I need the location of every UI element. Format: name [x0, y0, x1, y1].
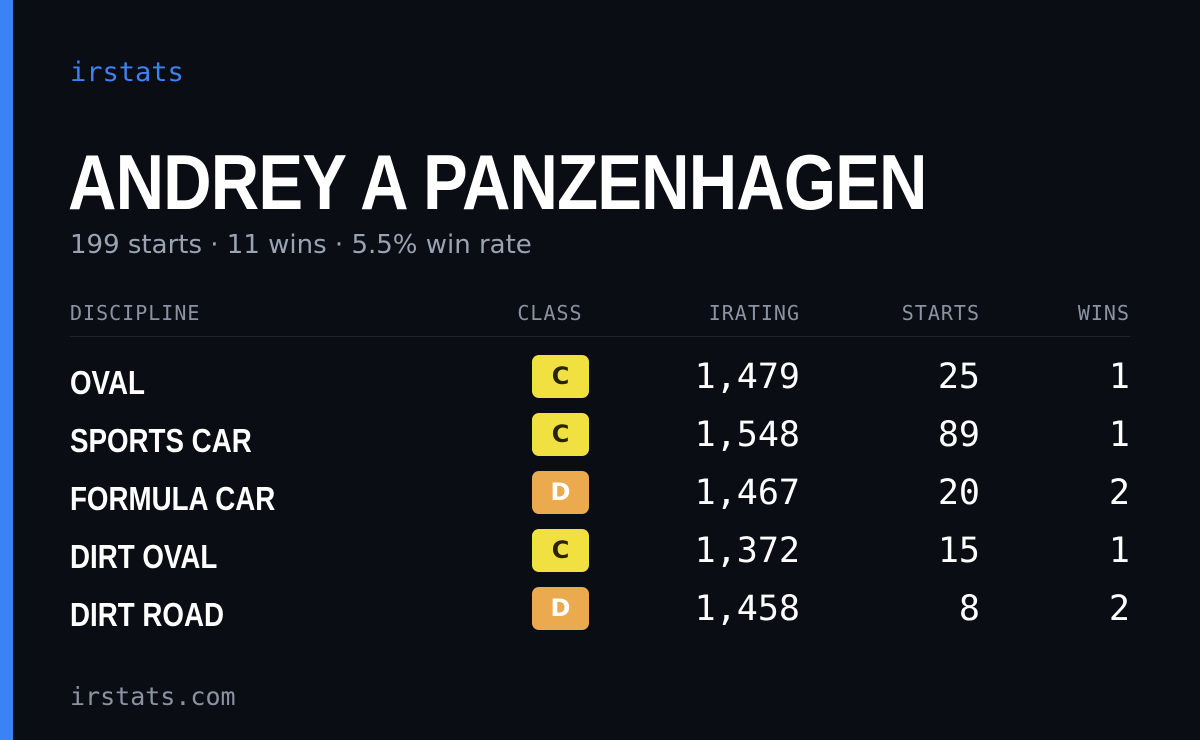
irating-value: 1,548: [694, 415, 800, 455]
wins-value: 2: [1108, 473, 1130, 513]
driver-name: ANDREY A PANZENHAGEN: [68, 138, 928, 226]
starts-value: 25: [937, 357, 980, 397]
irating-value: 1,458: [694, 589, 800, 629]
discipline-name: DIRT OVAL: [70, 538, 218, 575]
class-badge: D: [532, 587, 589, 630]
footer-url: irstats.com: [70, 682, 236, 711]
class-badge: D: [532, 471, 589, 514]
discipline-name: SPORTS CAR: [70, 422, 252, 459]
accent-bar: [0, 0, 13, 740]
discipline-table: DISCIPLINE CLASS IRATING STARTS WINS OVA…: [70, 296, 1130, 643]
table-header: DISCIPLINE CLASS IRATING STARTS WINS: [70, 296, 1130, 337]
header-class: CLASS: [517, 301, 583, 325]
starts-value: 20: [937, 473, 980, 513]
starts-value: 89: [937, 415, 980, 455]
irating-value: 1,479: [694, 357, 800, 397]
discipline-name: DIRT ROAD: [70, 596, 224, 633]
wins-value: 1: [1108, 357, 1130, 397]
irating-value: 1,467: [694, 473, 800, 513]
class-badge: C: [532, 413, 589, 456]
wins-value: 1: [1108, 415, 1130, 455]
brand-logo-text: irstats: [70, 57, 184, 88]
irating-value: 1,372: [694, 531, 800, 571]
class-badge: C: [532, 529, 589, 572]
discipline-name: FORMULA CAR: [70, 480, 276, 517]
header-irating: IRATING: [708, 301, 800, 325]
table-row: FORMULA CAR D 1,467 20 2: [70, 469, 1130, 527]
class-badge: C: [532, 355, 589, 398]
table-body: OVAL C 1,479 25 1 SPORTS CAR C 1,548 89 …: [70, 353, 1130, 643]
wins-value: 2: [1108, 589, 1130, 629]
table-row: SPORTS CAR C 1,548 89 1: [70, 411, 1130, 469]
starts-value: 8: [958, 589, 980, 629]
starts-value: 15: [937, 531, 980, 571]
table-row: OVAL C 1,479 25 1: [70, 353, 1130, 411]
header-starts: STARTS: [901, 301, 980, 325]
discipline-name: OVAL: [70, 364, 145, 401]
header-discipline: DISCIPLINE: [70, 301, 201, 325]
wins-value: 1: [1108, 531, 1130, 571]
table-row: DIRT ROAD D 1,458 8 2: [70, 585, 1130, 643]
header-wins: WINS: [1077, 301, 1130, 325]
driver-summary: 199 starts · 11 wins · 5.5% win rate: [70, 230, 532, 260]
table-row: DIRT OVAL C 1,372 15 1: [70, 527, 1130, 585]
